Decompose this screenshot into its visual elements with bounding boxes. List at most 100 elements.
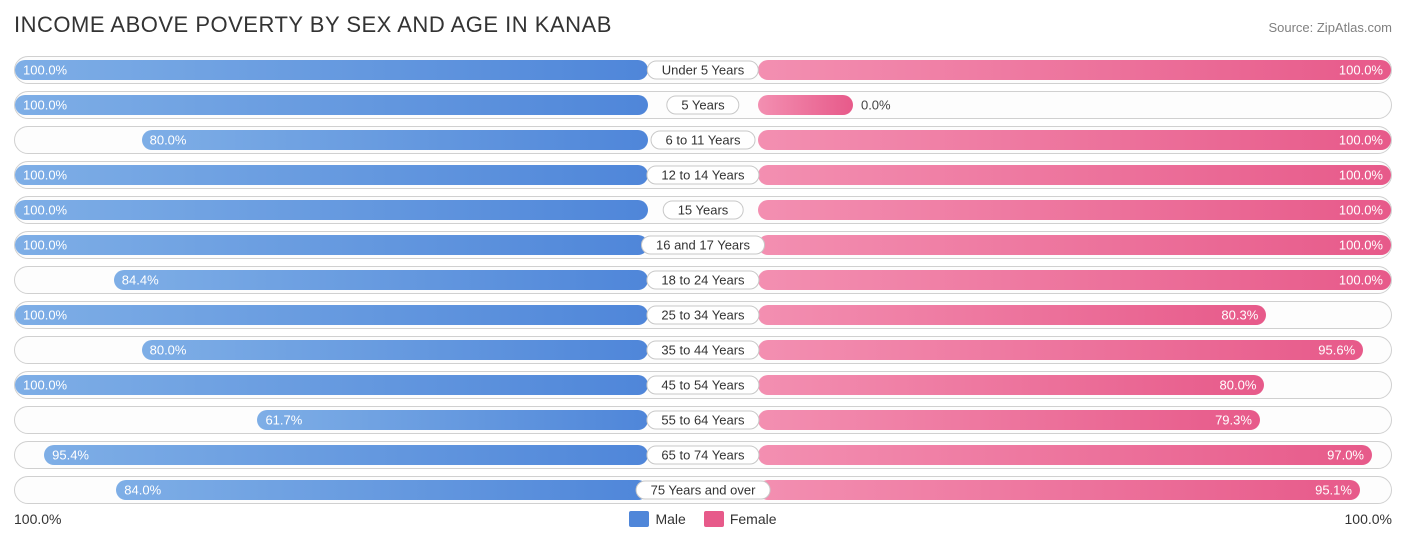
chart-row: 100.0%80.3%25 to 34 Years bbox=[14, 301, 1392, 329]
male-bar: 100.0% bbox=[15, 60, 648, 80]
male-value-label: 100.0% bbox=[23, 378, 67, 393]
male-half: 80.0% bbox=[15, 127, 703, 153]
female-value-label: 100.0% bbox=[1339, 168, 1383, 183]
female-bar bbox=[758, 95, 853, 115]
category-label: 65 to 74 Years bbox=[646, 446, 759, 465]
category-label: 18 to 24 Years bbox=[646, 271, 759, 290]
legend-swatch-male bbox=[629, 511, 649, 527]
male-value-label: 100.0% bbox=[23, 63, 67, 78]
male-value-label: 95.4% bbox=[52, 448, 89, 463]
legend-label-female: Female bbox=[730, 511, 777, 527]
male-bar: 80.0% bbox=[142, 130, 648, 150]
category-label: 45 to 54 Years bbox=[646, 376, 759, 395]
male-bar: 100.0% bbox=[15, 165, 648, 185]
chart-row: 100.0% 80.0% 45 to 54 Years bbox=[14, 371, 1392, 399]
legend-item-female: Female bbox=[704, 511, 777, 527]
female-half: 80.3% bbox=[703, 302, 1391, 328]
male-value-label: 100.0% bbox=[23, 238, 67, 253]
male-value-label: 80.0% bbox=[150, 133, 187, 148]
category-label: 12 to 14 Years bbox=[646, 166, 759, 185]
female-half: 100.0% bbox=[703, 57, 1391, 83]
female-half: 95.1% bbox=[703, 477, 1391, 503]
category-label: Under 5 Years bbox=[647, 61, 759, 80]
female-value-label: 80.0% bbox=[1220, 378, 1257, 393]
chart-header: INCOME ABOVE POVERTY BY SEX AND AGE IN K… bbox=[14, 12, 1392, 38]
male-value-label: 100.0% bbox=[23, 168, 67, 183]
female-value-label: 95.1% bbox=[1315, 483, 1352, 498]
chart-row: 84.0% 95.1% 75 Years and over bbox=[14, 476, 1392, 504]
male-bar: 61.7% bbox=[257, 410, 648, 430]
category-label: 5 Years bbox=[666, 96, 739, 115]
legend-swatch-female bbox=[704, 511, 724, 527]
chart-row: 61.7% 79.3% 55 to 64 Years bbox=[14, 406, 1392, 434]
male-half: 84.0% bbox=[15, 477, 703, 503]
category-label: 6 to 11 Years bbox=[651, 131, 756, 150]
female-half: 100.0% bbox=[703, 267, 1391, 293]
female-half: 80.0% bbox=[703, 372, 1391, 398]
female-value-label: 100.0% bbox=[1339, 203, 1383, 218]
male-bar: 100.0% bbox=[15, 235, 648, 255]
chart-row: 100.0% 0.0% 5 Years bbox=[14, 91, 1392, 119]
axis-right-label: 100.0% bbox=[1345, 511, 1392, 527]
female-half: 95.6% bbox=[703, 337, 1391, 363]
chart-row: 80.0% 95.6% 35 to 44 Years bbox=[14, 336, 1392, 364]
male-half: 100.0% bbox=[15, 162, 703, 188]
female-half: 100.0% bbox=[703, 127, 1391, 153]
female-bar: 100.0% bbox=[758, 235, 1391, 255]
female-value-label: 95.6% bbox=[1318, 343, 1355, 358]
chart-row: 80.0% 100.0% 6 to 11 Years bbox=[14, 126, 1392, 154]
female-bar: 95.1% bbox=[758, 480, 1360, 500]
male-bar: 100.0% bbox=[15, 95, 648, 115]
female-value-label: 100.0% bbox=[1339, 133, 1383, 148]
female-value-label: 97.0% bbox=[1327, 448, 1364, 463]
male-half: 61.7% bbox=[15, 407, 703, 433]
category-label: 16 and 17 Years bbox=[641, 236, 765, 255]
male-value-label: 84.4% bbox=[122, 273, 159, 288]
female-half: 100.0% bbox=[703, 162, 1391, 188]
male-bar: 84.4% bbox=[114, 270, 648, 290]
male-half: 100.0% bbox=[15, 92, 703, 118]
male-half: 100.0% bbox=[15, 57, 703, 83]
diverging-bar-chart: 100.0% 100.0% Under 5 Years 100.0% 0.0% 5 Yea… bbox=[14, 56, 1392, 504]
male-half: 100.0% bbox=[15, 197, 703, 223]
male-half: 100.0% bbox=[15, 232, 703, 258]
male-bar: 95.4% bbox=[44, 445, 648, 465]
female-bar: 97.0% bbox=[758, 445, 1372, 465]
category-label: 35 to 44 Years bbox=[646, 341, 759, 360]
male-bar: 100.0% bbox=[15, 305, 648, 325]
male-value-label: 100.0% bbox=[23, 308, 67, 323]
female-half: 100.0% bbox=[703, 197, 1391, 223]
male-half: 100.0% bbox=[15, 302, 703, 328]
chart-title: INCOME ABOVE POVERTY BY SEX AND AGE IN K… bbox=[14, 12, 612, 38]
male-value-label: 100.0% bbox=[23, 98, 67, 113]
female-bar: 80.0% bbox=[758, 375, 1264, 395]
female-half: 97.0% bbox=[703, 442, 1391, 468]
male-half: 95.4% bbox=[15, 442, 703, 468]
category-label: 55 to 64 Years bbox=[646, 411, 759, 430]
female-bar: 100.0% bbox=[758, 60, 1391, 80]
chart-row: 100.0% 100.0% Under 5 Years bbox=[14, 56, 1392, 84]
legend: Male Female bbox=[629, 511, 776, 527]
chart-row: 84.4% 100.0%18 to 24 Years bbox=[14, 266, 1392, 294]
female-bar: 100.0% bbox=[758, 200, 1391, 220]
male-bar: 100.0% bbox=[15, 375, 648, 395]
female-value-label: 79.3% bbox=[1215, 413, 1252, 428]
female-value-label: 80.3% bbox=[1221, 308, 1258, 323]
legend-item-male: Male bbox=[629, 511, 685, 527]
female-bar: 79.3% bbox=[758, 410, 1260, 430]
female-bar: 100.0% bbox=[758, 270, 1391, 290]
female-half: 79.3% bbox=[703, 407, 1391, 433]
chart-row: 95.4% 97.0% 65 to 74 Years bbox=[14, 441, 1392, 469]
category-label: 15 Years bbox=[663, 201, 744, 220]
male-value-label: 61.7% bbox=[265, 413, 302, 428]
male-half: 100.0% bbox=[15, 372, 703, 398]
male-bar: 100.0% bbox=[15, 200, 648, 220]
female-value-label: 100.0% bbox=[1339, 63, 1383, 78]
chart-footer: 100.0% Male Female 100.0% bbox=[14, 511, 1392, 527]
chart-row: 100.0% 100.0% 12 to 14 Years bbox=[14, 161, 1392, 189]
category-label: 75 Years and over bbox=[636, 481, 771, 500]
female-value-label: 100.0% bbox=[1339, 238, 1383, 253]
male-half: 80.0% bbox=[15, 337, 703, 363]
male-value-label: 100.0% bbox=[23, 203, 67, 218]
female-value-label: 0.0% bbox=[861, 98, 891, 113]
